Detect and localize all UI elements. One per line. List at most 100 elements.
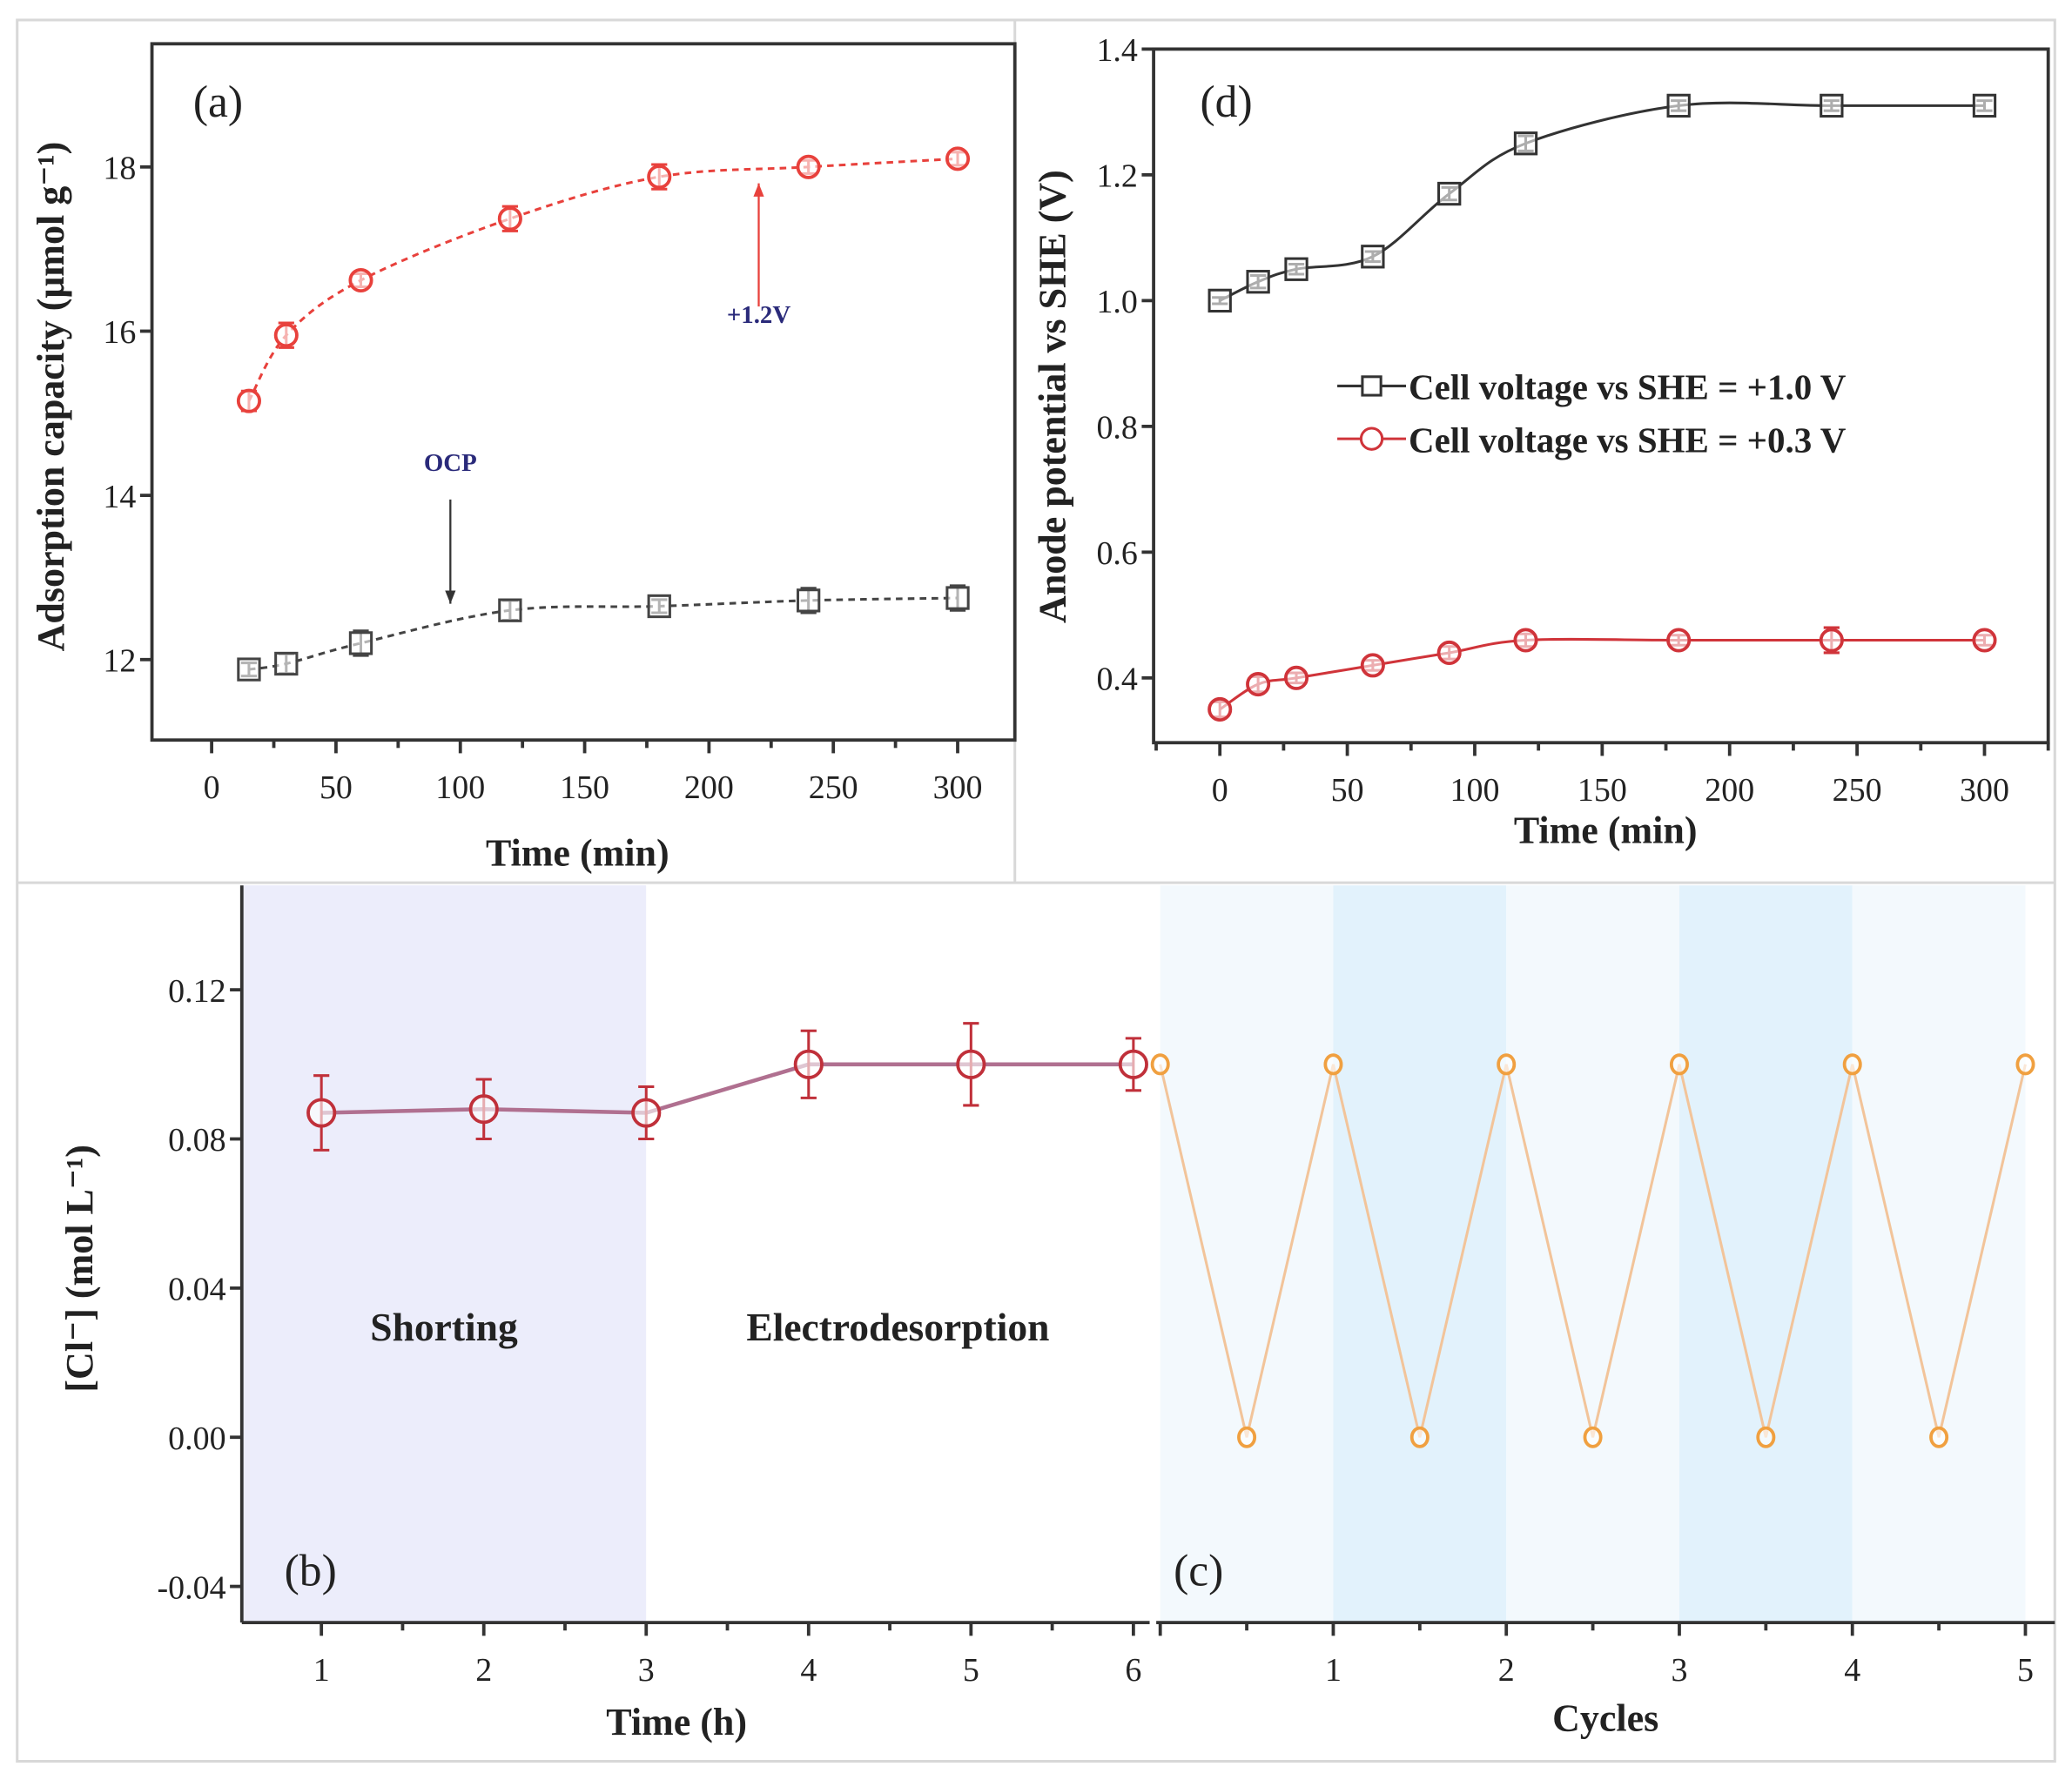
x-tick-label: 6 xyxy=(1125,1652,1141,1689)
x-tick-label: 2 xyxy=(1498,1652,1515,1689)
data-point xyxy=(647,594,671,619)
y-tick-label: 0.8 xyxy=(1096,410,1137,447)
data-point xyxy=(497,206,522,232)
region-band xyxy=(646,885,1150,1623)
data-point xyxy=(1513,131,1538,156)
data-point xyxy=(1497,1053,1517,1076)
data-point xyxy=(1237,1426,1257,1448)
y-tick-label: 12 xyxy=(103,642,136,679)
y-axis-label: [Cl⁻] (mol L⁻¹) xyxy=(58,1145,101,1392)
data-point xyxy=(1972,93,1997,118)
axes-b xyxy=(230,885,1150,1636)
x-axis-label: Time (min) xyxy=(1514,809,1698,852)
data-point xyxy=(348,267,373,293)
y-tick-label: 0.6 xyxy=(1096,535,1137,572)
data-point xyxy=(945,586,970,610)
x-tick-label: 1 xyxy=(1325,1652,1342,1689)
region-label: Shorting xyxy=(370,1305,518,1349)
x-axis-label: Cycles xyxy=(1552,1697,1658,1740)
cycle-band xyxy=(1678,885,1853,1623)
cycle-band xyxy=(1506,885,1679,1623)
data-point xyxy=(1208,696,1233,722)
data-point xyxy=(1666,628,1692,653)
y-tick-label: 16 xyxy=(103,314,136,351)
y-tick-label: 14 xyxy=(103,479,136,515)
data-point xyxy=(306,1098,337,1128)
x-tick-label: 50 xyxy=(1331,772,1364,809)
y-tick-label: 1.0 xyxy=(1096,284,1137,320)
data-point xyxy=(2015,1053,2035,1076)
x-tick-label: 3 xyxy=(1671,1652,1687,1689)
data-point xyxy=(1666,93,1691,118)
data-point xyxy=(236,388,261,413)
arrowhead-icon xyxy=(753,183,764,197)
data-point xyxy=(945,146,971,171)
legend-item xyxy=(1337,427,1406,451)
data-point xyxy=(1361,245,1385,269)
data-point xyxy=(237,657,261,682)
data-point xyxy=(1972,628,1997,653)
legend-label: Cell voltage vs SHE = +1.0 V xyxy=(1409,367,1847,407)
data-point xyxy=(1246,672,1271,697)
series-line xyxy=(247,157,959,402)
y-tick-label: 0.08 xyxy=(168,1122,225,1159)
cycle-band xyxy=(1852,885,2026,1623)
chart-a xyxy=(139,42,1017,754)
data-point xyxy=(1513,628,1538,653)
x-tick-label: 1 xyxy=(313,1652,330,1689)
x-tick-label: 100 xyxy=(435,769,485,806)
y-tick-label: 0.04 xyxy=(168,1272,225,1308)
y-tick-label: 0.00 xyxy=(168,1421,225,1457)
annotation-label: OCP xyxy=(424,449,477,477)
data-point xyxy=(796,154,821,179)
panel-label: (b) xyxy=(285,1547,337,1596)
data-point xyxy=(1409,1426,1430,1448)
y-tick-label: 1.4 xyxy=(1096,32,1137,69)
x-tick-label: 200 xyxy=(684,769,734,806)
data-point xyxy=(1929,1426,1949,1448)
x-tick-label: 0 xyxy=(1212,772,1228,809)
y-axis-label: Anode potential vs SHE (V) xyxy=(1031,170,1073,623)
data-point xyxy=(1820,93,1844,118)
x-tick-label: 150 xyxy=(1578,772,1627,809)
x-axis-label: Time (h) xyxy=(606,1701,747,1743)
data-point xyxy=(1819,628,1844,653)
x-tick-label: 2 xyxy=(475,1652,492,1689)
x-tick-label: 250 xyxy=(1833,772,1882,809)
data-point xyxy=(1583,1426,1603,1448)
data-point xyxy=(796,588,821,613)
x-tick-label: 100 xyxy=(1450,772,1500,809)
cycle-band xyxy=(1160,885,1334,1623)
data-point xyxy=(1360,653,1385,678)
chart-b xyxy=(230,885,1150,1636)
data-point xyxy=(631,1098,662,1128)
data-point xyxy=(498,598,522,622)
x-tick-label: 4 xyxy=(800,1652,817,1689)
y-tick-label: 18 xyxy=(103,150,136,186)
data-point xyxy=(274,651,299,676)
x-tick-label: 3 xyxy=(638,1652,655,1689)
series-line xyxy=(321,1062,1134,1115)
cycle-band xyxy=(1333,885,1507,1623)
data-point xyxy=(1437,181,1462,206)
region-label: Electrodesorption xyxy=(746,1305,1049,1349)
panel-label: (a) xyxy=(193,77,243,127)
data-point xyxy=(1436,640,1462,665)
x-axis-label: Time (min) xyxy=(486,831,669,874)
arrowhead-icon xyxy=(445,590,456,604)
legend-marker xyxy=(1359,427,1384,451)
data-point xyxy=(1150,1053,1170,1076)
data-point xyxy=(1842,1053,1862,1076)
region-band xyxy=(241,885,647,1623)
data-point xyxy=(647,165,672,190)
chart-d xyxy=(1141,47,2050,756)
x-tick-label: 5 xyxy=(2017,1652,2034,1689)
data-point xyxy=(348,631,373,655)
data-point xyxy=(1246,270,1270,294)
panel-label: (c) xyxy=(1174,1547,1223,1596)
data-point xyxy=(1756,1426,1776,1448)
data-point xyxy=(956,1049,986,1079)
data-point xyxy=(1118,1049,1148,1079)
x-tick-label: 0 xyxy=(204,769,220,806)
